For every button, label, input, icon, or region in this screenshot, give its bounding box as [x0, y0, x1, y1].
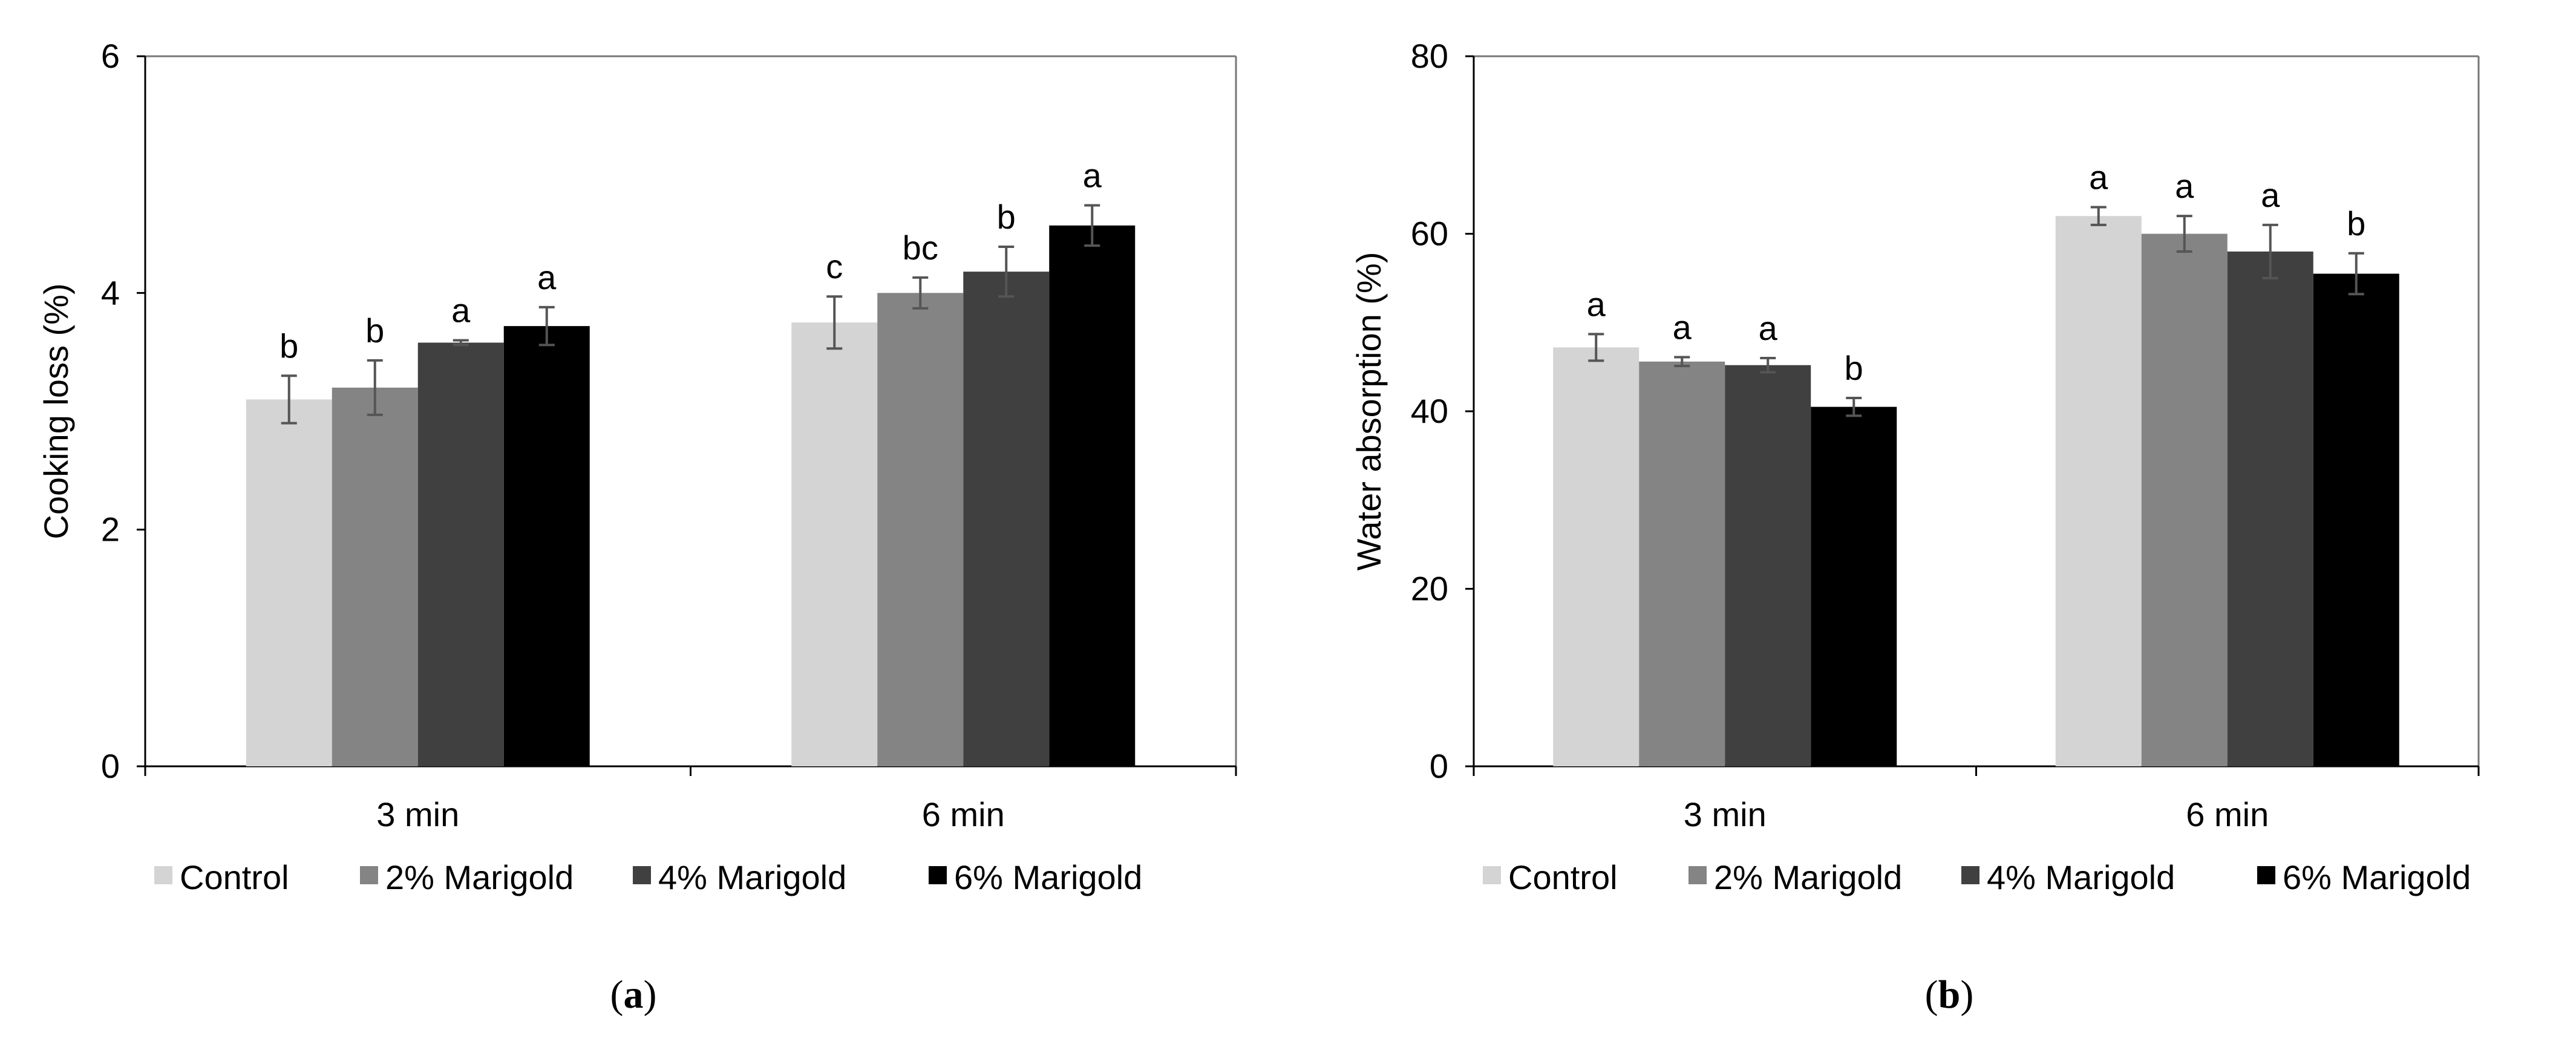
significance-letter: b [997, 198, 1016, 236]
bar-4-marigold [1725, 365, 1811, 766]
legend-label: 6% Marigold [2283, 858, 2471, 896]
legend-label: Control [1508, 858, 1618, 896]
significance-letter: a [1083, 157, 1102, 195]
significance-letter: a [2089, 158, 2108, 196]
bar-4-marigold [417, 342, 504, 766]
y-tick-label: 2 [101, 510, 120, 549]
bar-6-marigold [503, 326, 590, 766]
bar-2-marigold [2141, 233, 2228, 766]
y-tick-label: 80 [1411, 37, 1448, 75]
significance-letter: a [451, 292, 471, 330]
y-tick-label: 0 [101, 747, 120, 785]
x-tick-label: 6 min [922, 795, 1005, 833]
bar-4-marigold [963, 272, 1050, 766]
panel-label: (a) [610, 973, 657, 1017]
y-tick-label: 4 [101, 273, 120, 311]
bar-control [246, 399, 332, 766]
bar-control [791, 322, 878, 766]
significance-letter: b [2347, 204, 2365, 243]
significance-letter: a [1587, 285, 1606, 323]
legend-swatch [1961, 866, 1979, 884]
legend-swatch [154, 866, 172, 884]
bar-control [1553, 347, 1639, 766]
legend-label: 2% Marigold [385, 858, 574, 896]
significance-letter: a [1673, 308, 1692, 346]
significance-letter: a [537, 258, 557, 296]
legend-swatch [929, 866, 947, 884]
legend-swatch [360, 866, 378, 884]
bar-4-marigold [2227, 251, 2313, 767]
significance-letter: b [280, 327, 298, 365]
significance-letter: c [826, 247, 843, 285]
y-tick-label: 0 [1430, 747, 1448, 785]
x-tick-label: 3 min [1684, 795, 1767, 833]
bar-6-marigold [2313, 273, 2399, 767]
significance-letter: a [2175, 167, 2194, 205]
legend-swatch [1483, 866, 1501, 884]
y-axis-label: Water absorption (%) [1350, 252, 1388, 571]
bar-control [2055, 216, 2142, 766]
x-tick-label: 6 min [2186, 795, 2269, 833]
significance-letter: bc [903, 229, 938, 267]
bar-2-marigold [877, 293, 964, 766]
chart-panel-b: 0 20 40 60 80 Water absorption (%) 3 min 6 min a… [1350, 37, 2480, 1017]
legend-swatch [633, 866, 651, 884]
significance-letter: a [1759, 309, 1778, 347]
legend-label: 6% Marigold [954, 858, 1142, 896]
bar-6-marigold [1049, 225, 1136, 766]
y-tick-label: 20 [1411, 570, 1448, 608]
legend-swatch [1688, 866, 1707, 884]
legend-label: 2% Marigold [1714, 858, 1902, 896]
y-tick-label: 6 [101, 37, 120, 75]
significance-letter: b [1845, 349, 1863, 387]
legend-label: Control [180, 858, 289, 896]
significance-letter: b [365, 311, 384, 350]
y-tick-label: 40 [1411, 392, 1448, 430]
x-tick-label: 3 min [376, 795, 459, 833]
legend-label: 4% Marigold [1987, 858, 2175, 896]
significance-letter: a [2261, 176, 2280, 214]
legend-swatch [2257, 866, 2275, 884]
y-axis-label: Cooking loss (%) [37, 283, 75, 539]
bar-2-marigold [1639, 361, 1725, 766]
bar-6-marigold [1811, 406, 1897, 766]
legend-label: 4% Marigold [658, 858, 846, 896]
bar-2-marigold [332, 387, 418, 766]
y-tick-label: 60 [1411, 215, 1448, 253]
panel-label: (b) [1925, 973, 1974, 1017]
